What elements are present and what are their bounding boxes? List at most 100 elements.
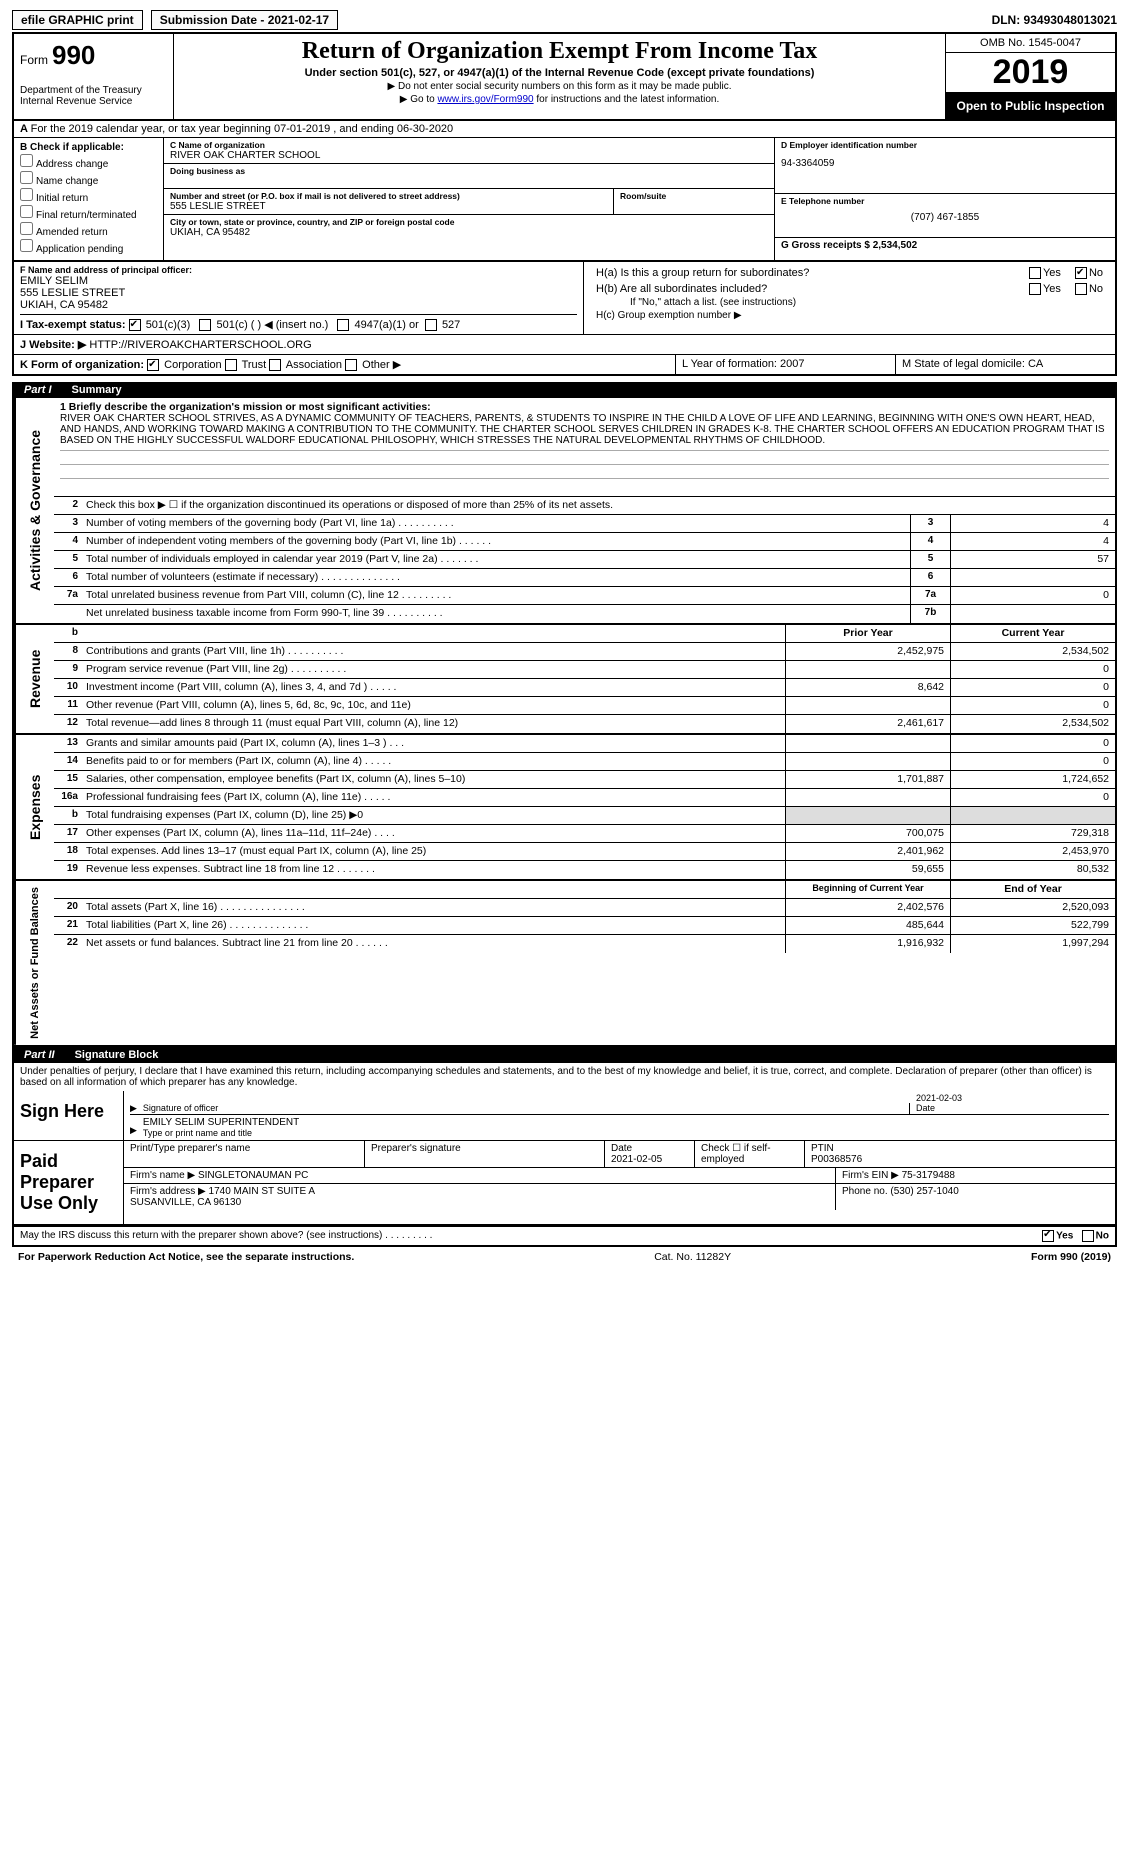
ha-no[interactable] bbox=[1075, 267, 1087, 279]
chk-amended-box[interactable] bbox=[20, 222, 33, 235]
l16b-prior bbox=[785, 807, 950, 824]
chk-final-box[interactable] bbox=[20, 205, 33, 218]
goto-note: ▶ Go to www.irs.gov/Form990 for instruct… bbox=[180, 94, 939, 105]
opt-trust: Trust bbox=[242, 359, 267, 371]
mission-rule2 bbox=[60, 464, 1109, 474]
chk-initial-return[interactable]: Initial return bbox=[20, 188, 157, 204]
opt-501c: 501(c) ( ) ◀ (insert no.) bbox=[217, 319, 329, 331]
sign-content: Signature of officer 2021-02-03Date EMIL… bbox=[124, 1091, 1115, 1140]
hb-note: If "No," attach a list. (see instruction… bbox=[590, 297, 1109, 308]
form-990-num: 990 bbox=[52, 40, 95, 71]
chk-pending-box[interactable] bbox=[20, 239, 33, 252]
chk-application-pending[interactable]: Application pending bbox=[20, 239, 157, 255]
hb-no-lbl: No bbox=[1089, 283, 1103, 295]
l16a-curr: 0 bbox=[950, 789, 1115, 806]
officer-cell: F Name and address of principal officer:… bbox=[14, 262, 584, 334]
l4-val: 4 bbox=[950, 533, 1115, 550]
gross-receipts: G Gross receipts $ 2,534,502 bbox=[781, 240, 917, 251]
i-label: I Tax-exempt status: bbox=[20, 319, 126, 331]
tax-year-range: For the 2019 calendar year, or tax year … bbox=[31, 123, 454, 135]
dln-label: DLN: 93493048013021 bbox=[992, 13, 1117, 27]
chk-lbl-3: Final return/terminated bbox=[36, 210, 137, 221]
chk-name-change-box[interactable] bbox=[20, 171, 33, 184]
form-word: Form bbox=[20, 53, 48, 67]
l6-val bbox=[950, 569, 1115, 586]
discuss-yes-box[interactable] bbox=[1042, 1230, 1054, 1242]
chk-lbl-5: Application pending bbox=[36, 244, 123, 255]
mission-text: RIVER OAK CHARTER SCHOOL STRIVES, AS A D… bbox=[60, 413, 1109, 446]
part1-header: Part I Summary bbox=[12, 382, 1117, 398]
chk-final-return[interactable]: Final return/terminated bbox=[20, 205, 157, 221]
chk-corp[interactable] bbox=[147, 359, 159, 371]
l19-desc: Revenue less expenses. Subtract line 18 … bbox=[82, 861, 785, 879]
discuss-no-box[interactable] bbox=[1082, 1230, 1094, 1242]
chk-address-change-box[interactable] bbox=[20, 154, 33, 167]
mission-block: 1 Briefly describe the organization's mi… bbox=[54, 398, 1115, 497]
row-a-tax-year: A For the 2019 calendar year, or tax yea… bbox=[12, 121, 1117, 138]
irs-link[interactable]: www.irs.gov/Form990 bbox=[437, 94, 533, 105]
l20-beg: 2,402,576 bbox=[785, 899, 950, 916]
l13-prior bbox=[785, 735, 950, 752]
chk-initial-box[interactable] bbox=[20, 188, 33, 201]
website-value: HTTP://RIVEROAKCHARTERSCHOOL.ORG bbox=[89, 339, 311, 351]
k-label: K Form of organization: bbox=[20, 359, 144, 371]
firm-ein: 75-3179488 bbox=[902, 1170, 955, 1181]
h-section: H(a) Is this a group return for subordin… bbox=[584, 262, 1115, 334]
l8-curr: 2,534,502 bbox=[950, 643, 1115, 660]
sign-here-row: Sign Here Signature of officer 2021-02-0… bbox=[14, 1091, 1115, 1140]
officer-name: EMILY SELIM bbox=[20, 275, 577, 287]
chk-501c[interactable] bbox=[199, 319, 211, 331]
l2-desc: Check this box ▶ ☐ if the organization d… bbox=[82, 497, 1115, 514]
prep-date: 2021-02-05 bbox=[611, 1154, 662, 1165]
chk-other[interactable] bbox=[345, 359, 357, 371]
l10-prior: 8,642 bbox=[785, 679, 950, 696]
city-value: UKIAH, CA 95482 bbox=[170, 227, 768, 238]
chk-assoc[interactable] bbox=[269, 359, 281, 371]
opt-other: Other ▶ bbox=[362, 359, 401, 371]
efile-print-button[interactable]: efile GRAPHIC print bbox=[12, 10, 143, 30]
opt-corp: Corporation bbox=[164, 359, 221, 371]
chk-name-change[interactable]: Name change bbox=[20, 171, 157, 187]
prep-date-hdr: Date bbox=[611, 1143, 632, 1154]
firm-addr-row: Firm's address ▶ 1740 MAIN ST SUITE A SU… bbox=[124, 1184, 1115, 1210]
top-bar: efile GRAPHIC print Submission Date - 20… bbox=[12, 10, 1117, 34]
street-value: 555 LESLIE STREET bbox=[170, 201, 607, 212]
website-cell: J Website: ▶ HTTP://RIVEROAKCHARTERSCHOO… bbox=[14, 335, 1115, 354]
l10-curr: 0 bbox=[950, 679, 1115, 696]
l13-curr: 0 bbox=[950, 735, 1115, 752]
firm-name-row: Firm's name ▶ SINGLETONAUMAN PC Firm's E… bbox=[124, 1168, 1115, 1184]
line-11: 11Other revenue (Part VIII, column (A), … bbox=[54, 697, 1115, 715]
dba-cell: Doing business as bbox=[164, 164, 774, 189]
ha-yes[interactable] bbox=[1029, 267, 1041, 279]
goto-suffix: for instructions and the latest informat… bbox=[534, 94, 720, 105]
hc-label: H(c) Group exemption number ▶ bbox=[590, 308, 1109, 323]
side-net-assets: Net Assets or Fund Balances bbox=[14, 881, 54, 1045]
l22-desc: Net assets or fund balances. Subtract li… bbox=[82, 935, 785, 953]
line-19: 19Revenue less expenses. Subtract line 1… bbox=[54, 861, 1115, 879]
chk-527[interactable] bbox=[425, 319, 437, 331]
chk-4947[interactable] bbox=[337, 319, 349, 331]
hb-yes[interactable] bbox=[1029, 283, 1041, 295]
ptin-hdr: PTIN bbox=[811, 1143, 834, 1154]
l-year-formation: L Year of formation: 2007 bbox=[675, 355, 895, 374]
na-header-row: Beginning of Current YearEnd of Year bbox=[54, 881, 1115, 899]
form-subtitle: Under section 501(c), 527, or 4947(a)(1)… bbox=[180, 67, 939, 79]
chk-address-change[interactable]: Address change bbox=[20, 154, 157, 170]
hb-no[interactable] bbox=[1075, 283, 1087, 295]
chk-trust[interactable] bbox=[225, 359, 237, 371]
type-name-label: Type or print name and title bbox=[143, 1128, 299, 1138]
l18-prior: 2,401,962 bbox=[785, 843, 950, 860]
line-15: 15Salaries, other compensation, employee… bbox=[54, 771, 1115, 789]
ein-value: 94-3364059 bbox=[781, 150, 1109, 169]
firm-name: SINGLETONAUMAN PC bbox=[198, 1170, 308, 1181]
part2-title: Signature Block bbox=[75, 1049, 159, 1061]
l3-desc: Number of voting members of the governin… bbox=[82, 515, 910, 532]
side-expenses: Expenses bbox=[14, 735, 54, 879]
chk-501c3[interactable] bbox=[129, 319, 141, 331]
org-name: RIVER OAK CHARTER SCHOOL bbox=[170, 150, 768, 161]
room-cell: Room/suite bbox=[614, 189, 774, 215]
dept-treasury: Department of the Treasury Internal Reve… bbox=[20, 85, 167, 107]
chk-amended-return[interactable]: Amended return bbox=[20, 222, 157, 238]
ha-no-lbl: No bbox=[1089, 267, 1103, 279]
l17-desc: Other expenses (Part IX, column (A), lin… bbox=[82, 825, 785, 842]
